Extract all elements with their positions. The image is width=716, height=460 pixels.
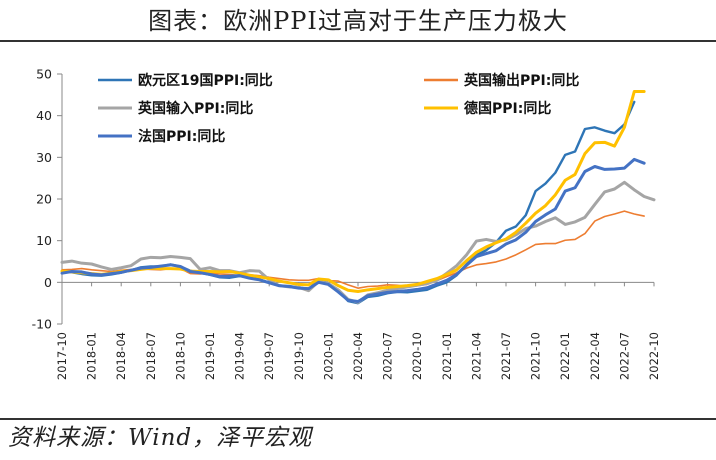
- legend-label-1: 英国输出PPI:同比: [463, 72, 579, 89]
- x-tick-label: 2020-07: [381, 332, 395, 380]
- title-divider: [0, 40, 716, 42]
- series-line-3: [60, 90, 646, 293]
- x-axis: 2017-10 2018-01 2018-04 2018-07 2018-10 2019-…: [55, 281, 661, 380]
- x-tick-label: 2018-07: [144, 332, 158, 380]
- x-tick-label: 2020-04: [351, 332, 365, 380]
- footer-divider: [0, 418, 716, 420]
- x-tick-label: 2021-07: [499, 332, 513, 380]
- x-tick-label: 2022-01: [558, 332, 572, 380]
- x-tick-label: 2022-07: [617, 332, 631, 380]
- x-tick-label: 2021-10: [529, 332, 543, 380]
- x-tick-label: 2018-10: [173, 332, 187, 380]
- x-tick-label: 2019-10: [292, 332, 306, 380]
- chart-title: 图表：欧洲PPI过高对于生产压力极大: [148, 7, 568, 35]
- series-line-1: [61, 210, 645, 289]
- x-tick-label: 2021-01: [440, 332, 454, 380]
- x-tick-label: 2021-04: [469, 332, 483, 380]
- x-tick-label: 2020-10: [410, 332, 424, 380]
- y-axis: -10 0 10 20 30 40 50: [32, 67, 63, 332]
- y-tick-label: 50: [36, 67, 52, 82]
- x-tick-label: 2020-01: [321, 332, 335, 380]
- legend-label-3: 德国PPI:同比: [464, 100, 551, 117]
- y-tick-label: 30: [36, 150, 52, 165]
- y-tick-label: 10: [36, 233, 52, 248]
- x-tick-label: 2019-01: [203, 332, 217, 380]
- x-tick-label: 2018-01: [85, 332, 99, 380]
- series-line-4: [60, 157, 646, 303]
- series-lines: [60, 90, 656, 305]
- legend-label-4: 法国PPI:同比: [138, 128, 225, 145]
- y-tick-label: 20: [36, 192, 52, 207]
- x-tick-label: 2017-10: [55, 332, 69, 380]
- y-tick-label: 40: [36, 108, 52, 123]
- y-tick-label: 0: [44, 275, 52, 290]
- x-tick-label: 2022-10: [647, 332, 661, 380]
- legend-label-2: 英国输入PPI:同比: [137, 100, 253, 117]
- x-tick-label: 2018-04: [114, 332, 128, 380]
- source-note: 资料来源：Wind，泽平宏观: [8, 425, 313, 451]
- x-tick-label: 2019-04: [233, 332, 247, 380]
- x-tick-label: 2019-07: [262, 332, 276, 380]
- legend-label-0: 欧元区19国PPI:同比: [138, 72, 273, 89]
- ppi-line-chart: -10 0 10 20 30 40 50 2017-10 2018-01 2018-04 2018…: [32, 67, 661, 381]
- x-tick-label: 2022-04: [588, 332, 602, 380]
- y-tick-label: -10: [32, 317, 52, 332]
